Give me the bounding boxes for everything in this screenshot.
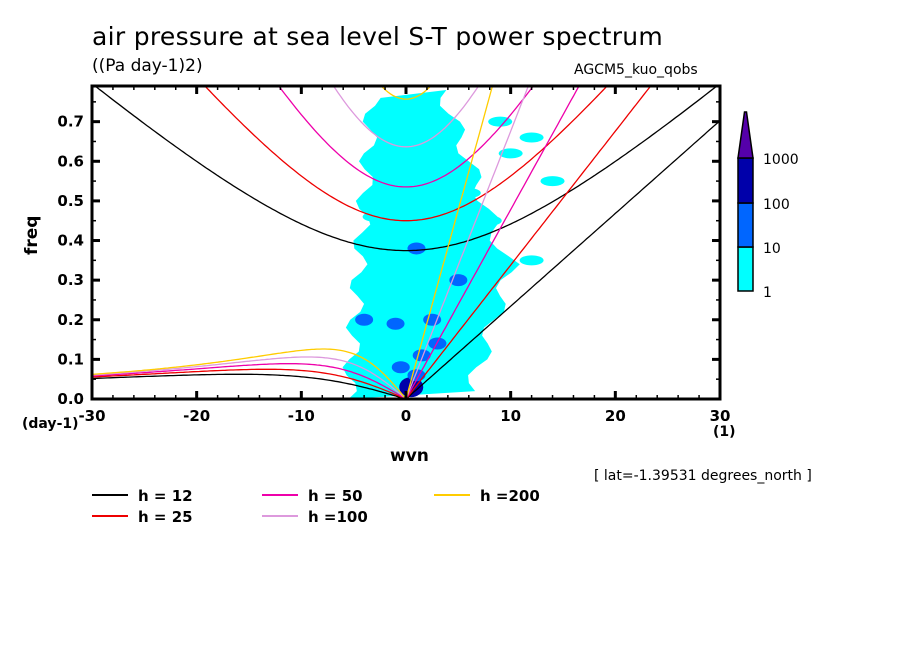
power-patch — [409, 156, 434, 167]
power-patch — [456, 187, 481, 198]
power-patch — [435, 164, 460, 175]
x-tick-label: -20 — [183, 407, 210, 425]
axis-ticks: -30 -20 -10 0 10 20 30 0.0 0.1 0.2 0.3 0.4 0.5 0.6 0.7 — [57, 86, 730, 425]
legend: h = 12 h = 25 h = 50 h =100 h =200 — [92, 487, 540, 526]
colorbar-extend-arrow — [737, 111, 754, 159]
power-blob — [386, 317, 405, 330]
dispersion-curve-ig — [332, 86, 480, 148]
dispersion-curve-er — [92, 348, 407, 399]
dispersion-curve-kelvin — [405, 120, 720, 399]
y-tick-label: 0.6 — [57, 152, 84, 170]
model-label: AGCM5_kuo_qobs — [574, 62, 698, 78]
y-tick-label: 0.2 — [57, 311, 84, 329]
x-tick-label: -10 — [288, 407, 315, 425]
colorbar-label: 100 — [763, 197, 790, 213]
x-tick-label: 10 — [500, 407, 521, 425]
y-axis-unit: (day-1) — [22, 416, 79, 432]
dispersion-curve-kelvin — [405, 86, 530, 399]
legend-label: h =100 — [308, 508, 368, 526]
y-axis-label: freq — [22, 215, 42, 255]
y-tick-label: 0.4 — [57, 232, 84, 250]
x-tick-label: 30 — [710, 407, 731, 425]
power-blob — [355, 313, 374, 326]
x-axis-unit: (1) — [713, 424, 736, 440]
colorbar-segment — [737, 157, 754, 204]
legend-label: h = 12 — [138, 487, 193, 505]
dispersion-curve-kelvin — [405, 86, 580, 399]
power-patch — [383, 108, 408, 119]
y-tick-label: 0.3 — [57, 271, 84, 289]
dispersion-curve-er — [92, 363, 407, 399]
colorbar-label: 10 — [763, 241, 781, 257]
legend-label: h =200 — [480, 487, 540, 505]
y-tick-label: 0.5 — [57, 192, 84, 210]
power-region-1 — [342, 89, 520, 399]
power-blob — [391, 361, 410, 374]
dispersion-curve-ig — [94, 86, 718, 252]
power-patch — [519, 132, 544, 143]
x-tick-label: 20 — [605, 407, 626, 425]
dispersion-curve-er — [92, 373, 407, 399]
colorbar-label: 1000 — [763, 152, 799, 168]
power-shading — [342, 89, 565, 399]
legend-label: h = 25 — [138, 508, 193, 526]
legend-label: h = 50 — [308, 487, 363, 505]
power-patch — [383, 96, 408, 107]
y-tick-label: 0.1 — [57, 350, 84, 368]
chart-units: ((Pa day-1)2) — [92, 56, 203, 76]
dispersion-curve-kelvin — [405, 86, 652, 399]
y-tick-label: 0.7 — [57, 113, 84, 131]
dispersion-curves — [92, 86, 720, 399]
dispersion-curve-kelvin — [405, 86, 494, 399]
dispersion-curve-ig — [277, 86, 535, 188]
y-tick-label: 0.0 — [57, 390, 84, 408]
dispersion-curve-er — [92, 356, 407, 399]
colorbar: 1 10 100 1000 — [737, 111, 799, 301]
power-patch — [477, 215, 502, 226]
power-patch — [540, 176, 565, 187]
colorbar-label: 1 — [763, 285, 772, 301]
colorbar-segment — [737, 246, 754, 292]
power-blob — [407, 242, 426, 255]
power-patch — [498, 148, 523, 159]
latitude-annotation: [ lat=-1.39531 degrees_north ] — [594, 468, 812, 484]
power-patch — [519, 255, 544, 266]
x-axis-label: wvn — [390, 446, 429, 466]
x-tick-label: -30 — [78, 407, 105, 425]
chart-title: air pressure at sea level S-T power spec… — [92, 22, 664, 51]
colorbar-segment — [737, 202, 754, 248]
x-tick-label: 0 — [401, 407, 411, 425]
dispersion-curve-er — [92, 368, 407, 399]
dispersion-curve-ig — [204, 86, 608, 222]
dispersion-curve-ig — [380, 86, 432, 100]
